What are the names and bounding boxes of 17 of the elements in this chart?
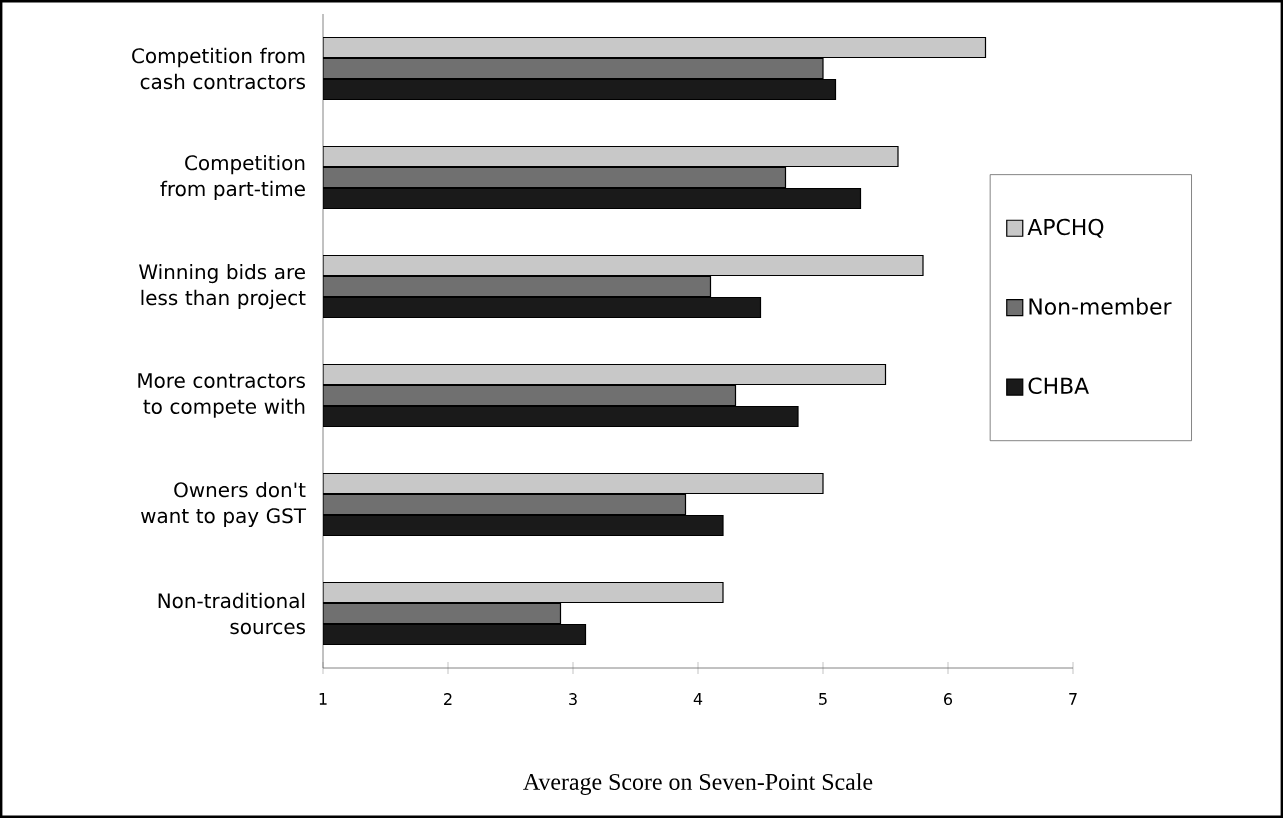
y-tick-label: Owners don't want to pay GST — [141, 481, 307, 528]
legend-label: Non-member — [1029, 297, 1172, 315]
legend-label: APCHQ — [1027, 218, 1104, 238]
y-tick-label: Competition from cash contractors — [132, 47, 305, 90]
x-tick-label: 5 — [819, 693, 827, 705]
legend-label: CHBA — [1028, 377, 1089, 395]
x-tick-label: 7 — [1069, 693, 1077, 705]
y-tick-label: Winning bids are less than project — [139, 263, 306, 310]
x-axis-title: Average Score on Seven-Point Scale — [523, 773, 873, 795]
y-tick-label: Competition from part-time — [160, 154, 305, 201]
x-tick-label: 4 — [693, 693, 703, 705]
y-tick-label: Non-traditional sources — [158, 592, 306, 635]
x-tick-label: 1 — [319, 693, 327, 705]
y-tick-label: More contractors to compete with — [138, 373, 305, 418]
x-tick-label: 3 — [569, 693, 577, 706]
x-tick-label: 6 — [944, 693, 953, 706]
x-tick-label: 2 — [444, 693, 452, 705]
